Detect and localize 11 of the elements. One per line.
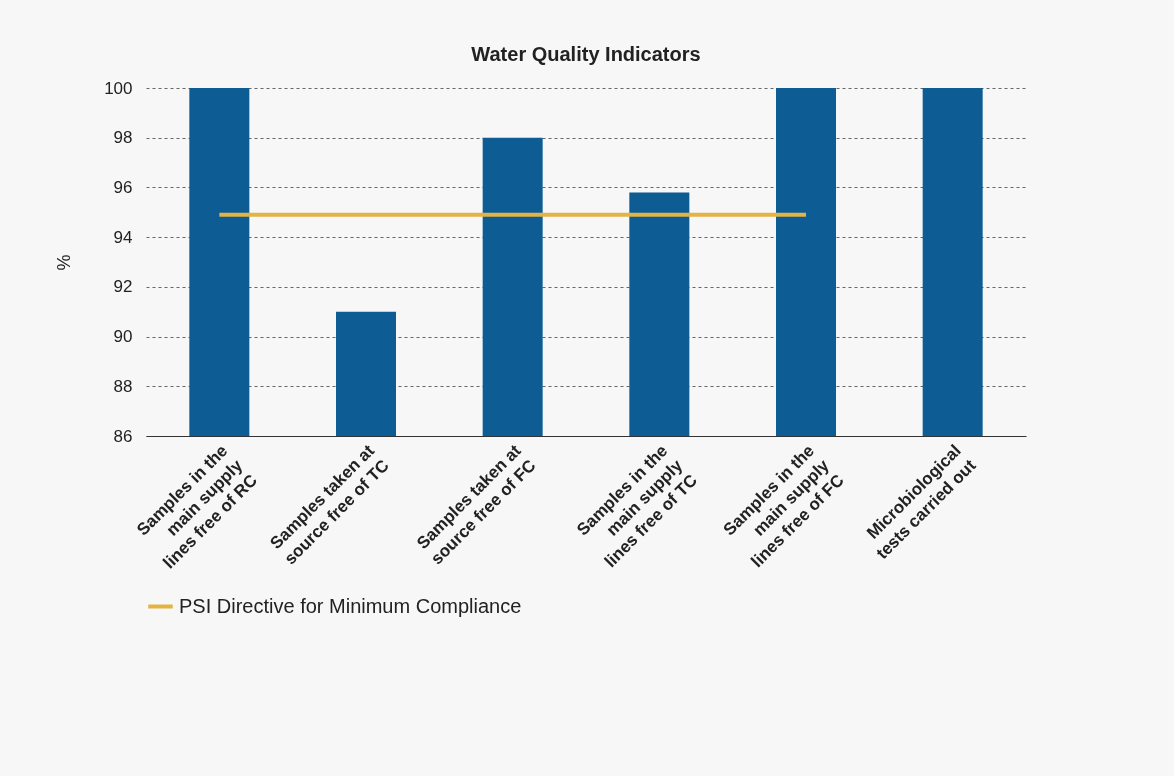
y-tick-label: 100 <box>104 78 133 98</box>
y-tick-label: 92 <box>113 277 133 297</box>
y-axis-title: % <box>54 254 75 271</box>
y-tick-label: 94 <box>113 227 133 247</box>
y-tick-label: 96 <box>113 177 133 197</box>
chart-title: Water Quality Indicators <box>471 43 701 65</box>
y-tick-label: 86 <box>113 426 133 446</box>
y-tick-label: 88 <box>113 376 133 396</box>
legend-label: PSI Directive for Minimum Compliance <box>179 594 522 617</box>
y-tick-label: 98 <box>113 128 133 148</box>
y-tick-label: 90 <box>113 327 133 347</box>
